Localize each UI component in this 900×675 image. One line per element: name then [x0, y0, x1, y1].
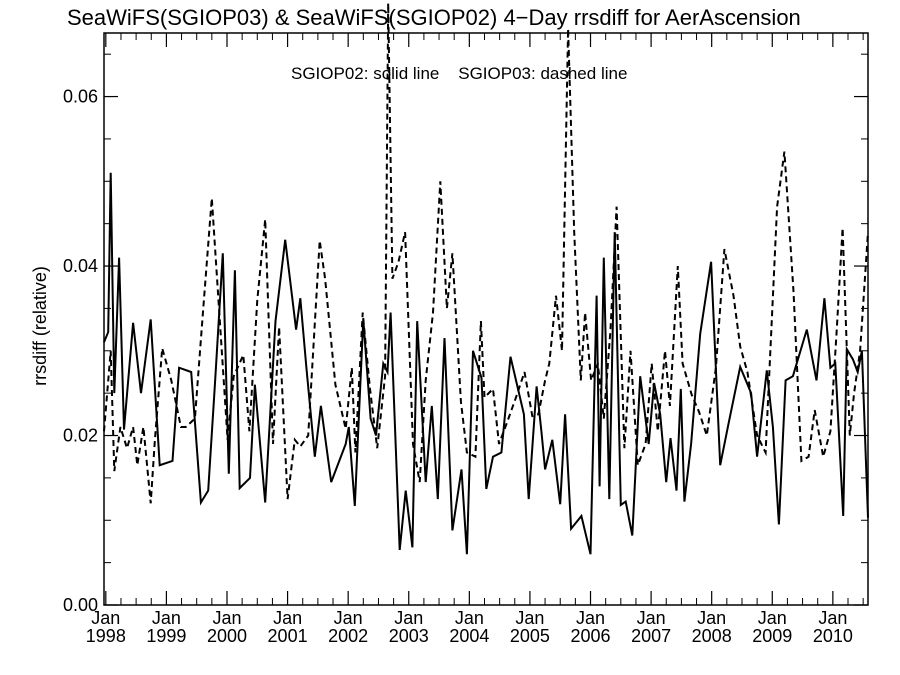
y-tick-label: 0.00	[63, 595, 98, 615]
x-tick-label-month: Jan	[334, 608, 363, 628]
x-tick-label-year: 2010	[813, 626, 853, 646]
x-tick-label-month: Jan	[637, 608, 666, 628]
x-tick-label-year: 2008	[692, 626, 732, 646]
x-tick-label-year: 2006	[570, 626, 610, 646]
x-tick-label-month: Jan	[212, 608, 241, 628]
y-tick-label: 0.04	[63, 256, 98, 276]
x-tick-label-month: Jan	[576, 608, 605, 628]
x-tick-label-year: 1998	[86, 626, 126, 646]
x-tick-label-month: Jan	[91, 608, 120, 628]
x-tick-label-month: Jan	[394, 608, 423, 628]
x-tick-label-year: 2002	[328, 626, 368, 646]
x-tick-label-year: 2004	[449, 626, 489, 646]
axes: 0.000.020.040.06Jan1998Jan1999Jan2000Jan…	[63, 33, 868, 646]
x-tick-label-year: 2001	[268, 626, 308, 646]
x-tick-label-month: Jan	[273, 608, 302, 628]
series-annotation: SGIOP02: solid line SGIOP03: dashed line	[291, 64, 627, 83]
chart-title: SeaWiFS(SGIOP03) & SeaWiFS(SGIOP02) 4−Da…	[67, 5, 801, 30]
x-tick-label-month: Jan	[515, 608, 544, 628]
x-tick-label-month: Jan	[818, 608, 847, 628]
y-tick-label: 0.02	[63, 426, 98, 446]
x-tick-label-month: Jan	[758, 608, 787, 628]
y-tick-label: 0.06	[63, 87, 98, 107]
series-layer	[103, 3, 869, 555]
series-line-sgiop02	[103, 172, 869, 555]
x-tick-label-month: Jan	[697, 608, 726, 628]
x-tick-label-year: 2003	[389, 626, 429, 646]
x-tick-label-month: Jan	[152, 608, 181, 628]
x-tick-label-year: 1999	[146, 626, 186, 646]
plot-frame	[103, 32, 869, 606]
x-tick-label-year: 2007	[631, 626, 671, 646]
series-line-sgiop03	[103, 3, 869, 504]
x-tick-label-year: 2005	[510, 626, 550, 646]
x-tick-label-month: Jan	[455, 608, 484, 628]
x-tick-label-year: 2009	[752, 626, 792, 646]
x-tick-label-year: 2000	[207, 626, 247, 646]
y-axis-title: rrsdiff (relative)	[30, 266, 50, 386]
